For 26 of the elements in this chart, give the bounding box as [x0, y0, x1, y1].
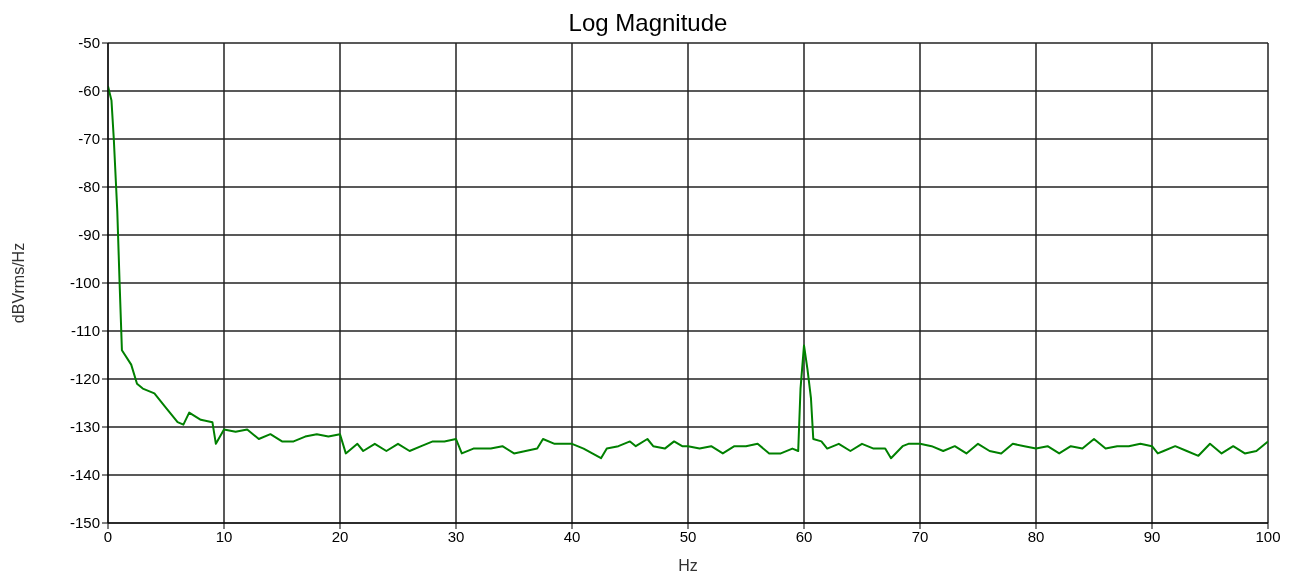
x-tick-label: 10 [215, 527, 233, 545]
y-tick-label: -50 [78, 34, 100, 52]
y-tick-label: -60 [78, 82, 100, 100]
x-tick-label: 80 [1027, 527, 1045, 545]
x-tick-label: 30 [447, 527, 465, 545]
x-axis-title: Hz [678, 557, 698, 574]
y-tick-label: -130 [69, 418, 100, 436]
y-tick-label: -140 [69, 466, 100, 484]
y-axis-title: dBVrms/Hz [9, 242, 27, 324]
y-tick-label: -110 [71, 322, 100, 340]
y-tick-label: -120 [69, 370, 100, 388]
y-tick-label: -70 [78, 130, 100, 148]
x-tick-label: 20 [331, 527, 349, 545]
line-series [108, 85, 1268, 460]
x-tick-label: 90 [1143, 527, 1161, 545]
x-tick-label: 100 [1255, 527, 1281, 545]
x-tick-label: 0 [103, 527, 113, 545]
y-tick-label: -150 [69, 514, 100, 532]
x-tick-label: 40 [563, 527, 581, 545]
y-tick-label: -100 [69, 274, 100, 292]
x-tick-label: 50 [679, 527, 697, 545]
y-tick-label: -90 [78, 226, 100, 244]
x-tick-label: 60 [795, 527, 813, 545]
y-tick-label: -80 [78, 178, 100, 196]
x-tick-label: 70 [911, 527, 929, 545]
chart-title: Log Magnitude [568, 9, 728, 36]
